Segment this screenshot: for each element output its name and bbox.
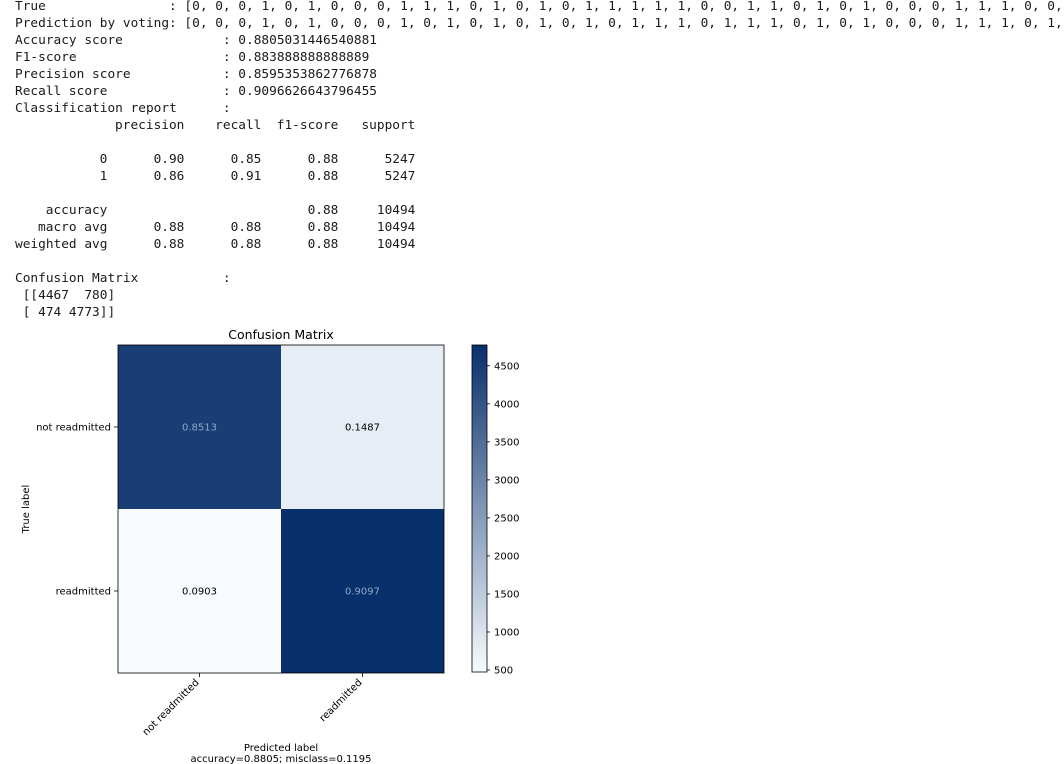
recall-value: : 0.9096626643796455 (222, 84, 377, 99)
report-cell: 10494 (376, 203, 416, 218)
f1-value: : 0.883888888888889 (222, 50, 370, 65)
cell-label: 0.0903 (182, 587, 217, 598)
heatmap-cell (118, 345, 281, 509)
report-cell: 10494 (376, 220, 416, 235)
report-cell: 0.88 (307, 152, 339, 167)
precision-value: : 0.8595353862776878 (222, 67, 377, 82)
x-axis-subtitle: accuracy=0.8805; misclass=0.1195 (191, 754, 372, 764)
report-cell: 0.90 (153, 152, 185, 167)
report-value: : (222, 101, 231, 116)
report-cell: 0.88 (230, 220, 262, 235)
report-cell: precision (115, 118, 185, 133)
report-cell: 0.88 (153, 237, 185, 252)
report-cell: 0.88 (153, 220, 185, 235)
colorbar (471, 344, 488, 673)
y-tick-label: readmitted (56, 587, 111, 598)
report-cell: 0.88 (307, 203, 339, 218)
colorbar-tick-label: 4000 (494, 399, 519, 410)
confusion-value: : (222, 271, 231, 286)
report-row: 0 0.90 0.85 0.88 5247 (15, 151, 1063, 168)
report-cell: 10494 (376, 237, 416, 252)
console-output: True : [0, 0, 0, 1, 0, 1, 0, 0, 0, 1, 1, … (15, 0, 1063, 321)
heatmap-cell (281, 509, 444, 673)
x-axis-label: Predicted label (244, 743, 318, 754)
true-values: : [0, 0, 0, 1, 0, 1, 0, 0, 0, 1, 1, 1, 0… (169, 0, 1063, 14)
report-cell: f1-score (276, 118, 339, 133)
x-tick-label: not readmitted (141, 677, 202, 738)
report-row (15, 185, 1063, 202)
f1-label: F1-score (15, 50, 77, 65)
report-cell: 0.88 (307, 220, 339, 235)
colorbar-tick-label: 2500 (494, 513, 519, 524)
report-line: Classification report: (15, 100, 1063, 117)
accuracy-line: Accuracy score : 0.8805031446540881 (15, 32, 1063, 49)
report-cell: recall (215, 118, 262, 133)
prediction-label: Prediction by voting (15, 16, 170, 31)
report-cell: support (361, 118, 416, 133)
report-cell: 0.88 (230, 237, 262, 252)
report-cell: 5247 (384, 152, 416, 167)
report-row: weighted avg 0.88 0.88 0.88 10494 (15, 236, 1063, 253)
report-cell: 0.85 (230, 152, 262, 167)
report-label: Classification report (15, 101, 177, 116)
report-row (15, 134, 1063, 151)
report-row: precision recall f1-score support (15, 117, 1063, 134)
true-label: True (15, 0, 46, 14)
colorbar-tick-label: 1500 (494, 589, 519, 600)
true-line: True : [0, 0, 0, 1, 0, 1, 0, 0, 0, 1, 1, … (15, 0, 1063, 15)
matrix-line: [[4467 780] (15, 287, 1063, 304)
confusion-label: Confusion Matrix (15, 271, 139, 286)
report-row: 1 0.86 0.91 0.88 5247 (15, 168, 1063, 185)
recall-line: Recall score : 0.9096626643796455 (15, 83, 1063, 100)
blank-line (15, 253, 1063, 270)
report-row-label: macro avg (38, 220, 108, 235)
colorbar-tick-label: 3000 (494, 475, 519, 486)
f1-line: F1-score : 0.883888888888889 (15, 49, 1063, 66)
prediction-values: : [0, 0, 0, 1, 0, 1, 0, 0, 0, 1, 0, 1, 0… (169, 16, 1063, 31)
colorbar-tick-label: 500 (494, 666, 513, 677)
chart-title: Confusion Matrix (228, 327, 334, 342)
colorbar-tick-label: 3500 (494, 437, 519, 448)
report-row: macro avg 0.88 0.88 0.88 10494 (15, 219, 1063, 236)
cell-label: 0.1487 (345, 423, 380, 434)
report-cell: 0.91 (230, 169, 262, 184)
cell-label: 0.8513 (182, 423, 217, 434)
precision-line: Precision score : 0.8595353862776878 (15, 66, 1063, 83)
report-row-label: 0 (99, 152, 108, 167)
cell-label: 0.9097 (345, 587, 380, 598)
report-row-label: weighted avg (15, 237, 108, 252)
x-tick-label: readmitted (318, 677, 365, 724)
confusion-matrix-chart: Confusion Matrix 0.8513 0.1487 0.0903 0.9097… (21, 327, 519, 764)
prediction-line: Prediction by voting: [0, 0, 0, 1, 0, 1,… (15, 15, 1063, 32)
matrix-text: [[4467 780] (15, 288, 116, 303)
confusion-matrix-figure: Confusion Matrix 0.8513 0.1487 0.0903 0.9097… (0, 320, 560, 764)
y-axis-label: True label (21, 485, 32, 535)
accuracy-label: Accuracy score (15, 33, 123, 48)
report-cell: 0.88 (307, 169, 339, 184)
report-row-label: accuracy (45, 203, 108, 218)
precision-label: Precision score (15, 67, 131, 82)
matrix-text: [ 474 4773]] (15, 305, 116, 320)
report-cell: 0.88 (307, 237, 339, 252)
report-cell: 0.86 (153, 169, 185, 184)
confusion-line: Confusion Matrix: (15, 270, 1063, 287)
colorbar-tick-label: 4500 (494, 361, 519, 372)
report-cell: 5247 (384, 169, 416, 184)
report-row: accuracy 0.88 10494 (15, 202, 1063, 219)
heatmap-cell (281, 345, 444, 509)
heatmap-cell (118, 509, 281, 673)
recall-label: Recall score (15, 84, 108, 99)
plot-frame (117, 344, 445, 674)
colorbar-tick-label: 2000 (494, 551, 519, 562)
y-tick-label: not readmitted (36, 423, 111, 434)
report-row-label: 1 (99, 169, 108, 184)
colorbar-tick-label: 1000 (494, 627, 519, 638)
matrix-line: [ 474 4773]] (15, 304, 1063, 321)
accuracy-value: : 0.8805031446540881 (222, 33, 377, 48)
